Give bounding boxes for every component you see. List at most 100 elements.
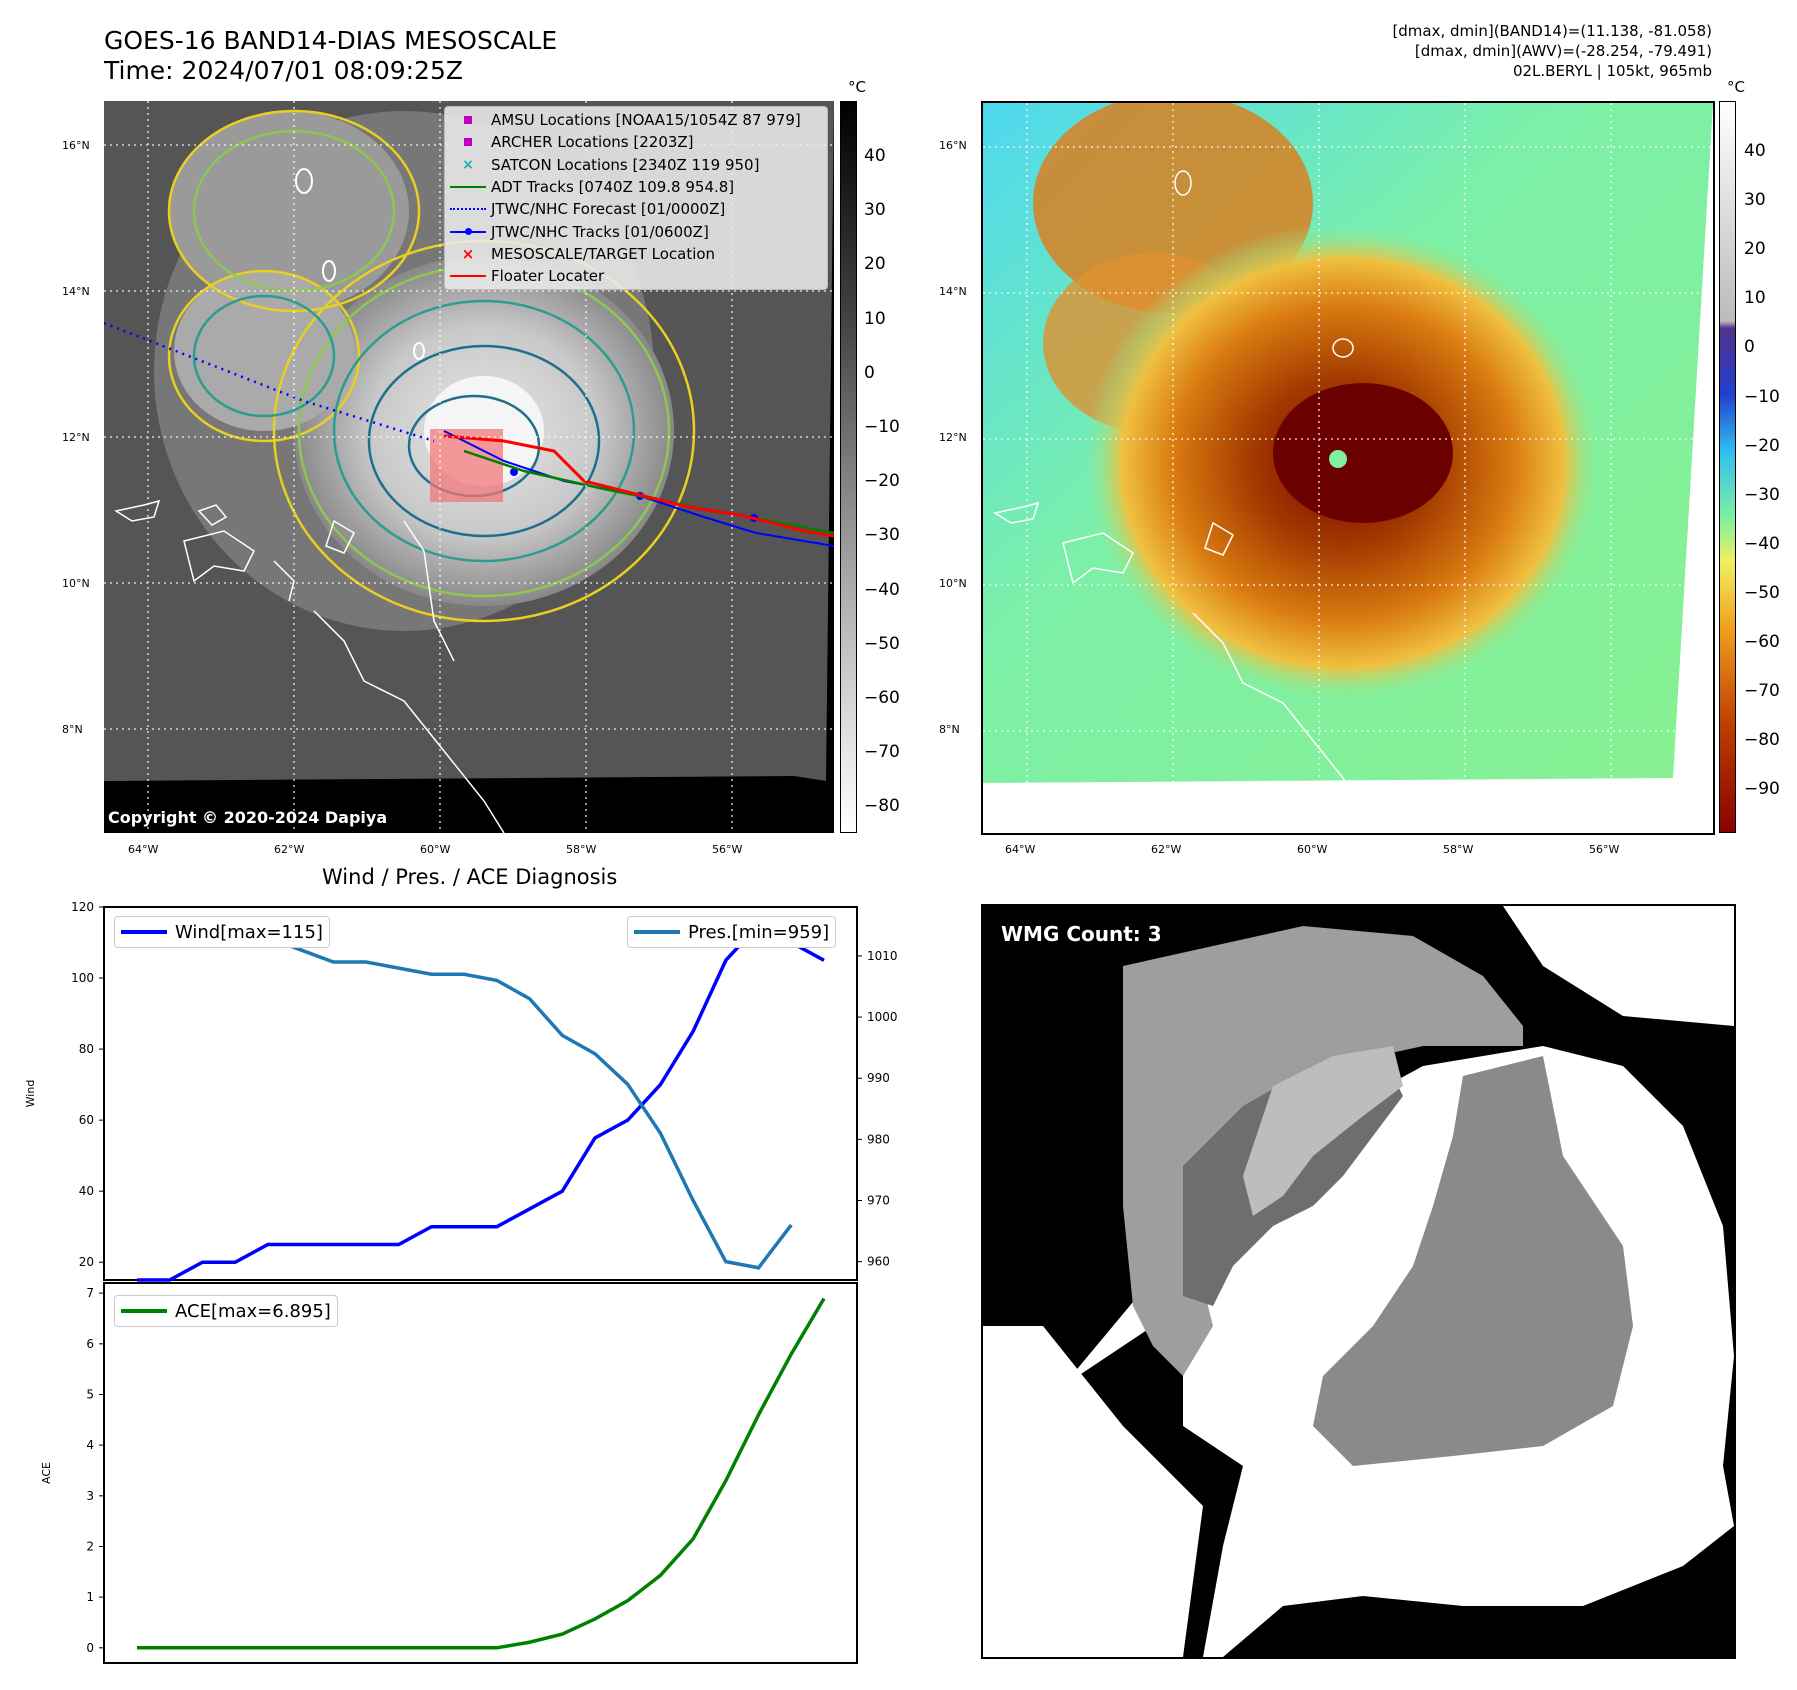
left-colorbar-tick: −10 — [864, 417, 900, 437]
square-icon — [464, 138, 472, 147]
pressure-ytick-label: 990 — [867, 1071, 890, 1085]
ace-chart: 0 1 2 3 4 5 6 7 ACE — [40, 1282, 858, 1664]
wind-ytick-label: 120 — [71, 900, 94, 914]
left-colorbar-tick: −40 — [864, 579, 900, 600]
right-colorbar-tick: 30 — [1744, 190, 1766, 211]
left-colorbar-tick: −20 — [864, 471, 900, 492]
line-icon — [450, 275, 486, 278]
right-colorbar-tick: 10 — [1744, 288, 1766, 309]
left-colorbar-tick: −50 — [864, 633, 900, 654]
left-lon-label: 60°W — [420, 843, 451, 856]
map-legend: AMSU Locations [NOAA15/1054Z 87 979] ARC… — [444, 106, 828, 291]
title-line-1: GOES-16 BAND14-DIAS MESOSCALE — [104, 26, 558, 55]
legend-label: MESOSCALE/TARGET Location — [491, 244, 716, 263]
right-colorbar — [1719, 101, 1736, 833]
dotted-line-icon — [450, 208, 486, 211]
wmg-count-label: WMG Count: 3 — [1001, 922, 1162, 946]
left-colorbar-tick: −70 — [864, 742, 900, 763]
pressure-legend-label: Pres.[min=959] — [688, 921, 830, 943]
ace-ytick-label: 7 — [86, 1286, 94, 1300]
dias-map-image — [983, 103, 1713, 833]
wind-ytick-label: 100 — [71, 971, 94, 985]
wind-ytick-label: 40 — [79, 1184, 94, 1198]
left-lon-label: 56°W — [712, 843, 743, 856]
wmg-panel: WMG Count: 3 — [981, 904, 1736, 1659]
ace-ytick-label: 3 — [86, 1489, 94, 1503]
left-lat-label: 16°N — [62, 139, 90, 152]
wind-axis-label: Wind — [24, 1080, 37, 1108]
pressure-ytick-label: 1000 — [867, 1010, 898, 1024]
legend-row: Floater Locater — [445, 265, 827, 287]
right-lat-label: 14°N — [939, 285, 967, 298]
pressure-legend: Pres.[min=959] — [627, 916, 837, 948]
legend-label: JTWC/NHC Tracks [01/0600Z] — [491, 222, 709, 241]
ace-ytick-label: 5 — [86, 1387, 94, 1401]
ace-ytick-label: 0 — [86, 1641, 94, 1655]
left-colorbar-unit: °C — [848, 78, 866, 96]
left-colorbar-tick: 40 — [864, 146, 886, 166]
dias-map-panel — [981, 101, 1715, 835]
right-lat-label: 8°N — [939, 723, 960, 736]
pressure-legend-line-icon — [634, 930, 680, 934]
wind-pressure-chart: 20 40 60 80 100 120 960 970 980 990 1000 1010 Wind Pr… — [24, 900, 898, 1282]
diagnosis-title: Wind / Pres. / ACE Diagnosis — [322, 865, 618, 889]
right-lon-label: 56°W — [1589, 843, 1620, 856]
pressure-ytick-label: 960 — [867, 1255, 890, 1269]
right-colorbar-tick: −90 — [1744, 779, 1780, 800]
pressure-ytick-label: 970 — [867, 1194, 890, 1208]
right-colorbar-tick: −40 — [1744, 533, 1780, 554]
x-icon: × — [462, 156, 474, 173]
legend-label: ARCHER Locations [2203Z] — [491, 133, 694, 152]
legend-row: ADT Tracks [0740Z 109.8 954.8] — [445, 176, 827, 198]
left-lat-label: 8°N — [62, 723, 83, 736]
legend-row: AMSU Locations [NOAA15/1054Z 87 979] — [445, 109, 827, 131]
wind-ytick-label: 80 — [79, 1042, 94, 1056]
left-lon-label: 62°W — [274, 843, 305, 856]
right-colorbar-tick: −60 — [1744, 632, 1780, 652]
left-lon-label: 58°W — [566, 843, 597, 856]
left-lat-label: 10°N — [62, 577, 90, 590]
right-colorbar-tick: 20 — [1744, 239, 1766, 260]
right-lon-label: 64°W — [1005, 843, 1036, 856]
square-icon — [464, 116, 472, 125]
left-lat-label: 12°N — [62, 431, 90, 444]
left-colorbar-tick: −60 — [864, 688, 900, 708]
line-dot-icon — [450, 227, 486, 235]
left-colorbar-tick: −30 — [864, 525, 900, 546]
wind-legend-line-icon — [121, 930, 167, 934]
ace-series-line — [137, 1297, 826, 1650]
wind-plot-frame — [103, 906, 858, 1281]
left-colorbar-tick: −80 — [864, 796, 900, 817]
right-lon-label: 58°W — [1443, 843, 1474, 856]
right-lon-label: 62°W — [1151, 843, 1182, 856]
right-colorbar-tick: −80 — [1744, 730, 1780, 751]
line-icon — [450, 186, 486, 189]
right-lon-label: 60°W — [1297, 843, 1328, 856]
pressure-ytick-label: 1010 — [867, 949, 898, 963]
right-lat-label: 16°N — [939, 139, 967, 152]
left-lat-label: 14°N — [62, 285, 90, 298]
ace-legend-line-icon — [121, 1309, 167, 1313]
legend-label: Floater Locater — [491, 267, 605, 286]
legend-label: SATCON Locations [2340Z 119 950] — [491, 155, 760, 174]
left-colorbar-tick: 10 — [864, 308, 886, 329]
right-lat-label: 10°N — [939, 577, 967, 590]
right-lat-label: 12°N — [939, 431, 967, 444]
copyright-label: Copyright © 2020-2024 Dapiya — [108, 808, 388, 827]
ace-ytick-label: 2 — [86, 1539, 94, 1553]
ace-axis-label: ACE — [40, 1462, 53, 1484]
info-line-3: 02L.BERYL | 105kt, 965mb — [1512, 62, 1712, 80]
right-colorbar-tick: −30 — [1744, 484, 1780, 505]
ace-ytick-label: 4 — [86, 1438, 94, 1452]
legend-label: AMSU Locations [NOAA15/1054Z 87 979] — [491, 111, 801, 130]
wind-ytick-label: 20 — [79, 1255, 94, 1269]
right-colorbar-tick: −10 — [1744, 386, 1780, 407]
legend-row: JTWC/NHC Tracks [01/0600Z] — [445, 220, 827, 242]
wind-legend-label: Wind[max=115] — [175, 921, 323, 943]
ace-ytick-label: 6 — [86, 1337, 94, 1351]
left-colorbar-tick: 20 — [864, 254, 886, 275]
legend-label: ADT Tracks [0740Z 109.8 954.8] — [491, 178, 735, 197]
title-line-2: Time: 2024/07/01 08:09:25Z — [104, 56, 463, 85]
pressure-ytick-label: 980 — [867, 1132, 890, 1146]
ace-legend: ACE[max=6.895] — [114, 1295, 338, 1327]
